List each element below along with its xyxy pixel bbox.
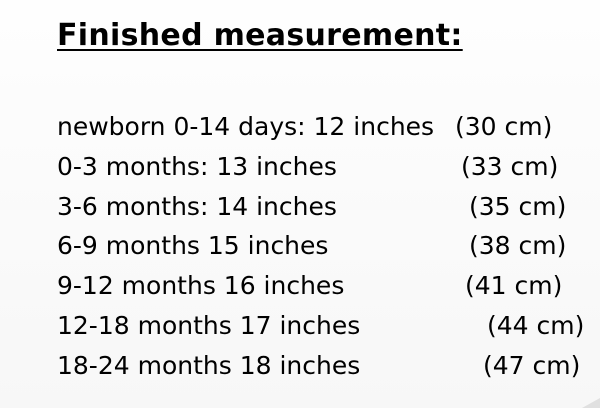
size-label: 12-18 months 17 inches [57,311,361,340]
metric-value: (47 cm) [483,351,581,380]
list-item: 9-12 months 16 inches (41 cm) [57,271,577,301]
metric-value: (33 cm) [461,152,559,181]
size-label: newborn 0-14 days: 12 inches [57,112,435,141]
list-item: 18-24 months 18 inches (47 cm) [57,351,592,381]
size-label: 6-9 months 15 inches [57,231,329,260]
metric-value: (41 cm) [465,271,563,300]
size-label: 0-3 months: 13 inches [57,152,337,181]
page-title: Finished measurement: [57,18,463,53]
metric-value: (38 cm) [469,231,567,260]
list-item: newborn 0-14 days: 12 inches (30 cm) [57,112,577,142]
metric-value: (44 cm) [487,311,585,340]
page-corner-decoration [582,398,600,408]
list-item: 0-3 months: 13 inches (33 cm) [57,152,577,182]
metric-value: (30 cm) [455,112,553,141]
size-label: 3-6 months: 14 inches [57,192,337,221]
size-label: 18-24 months 18 inches [57,351,361,380]
metric-value: (35 cm) [469,192,567,221]
list-item: 6-9 months 15 inches (38 cm) [57,231,577,261]
list-item: 3-6 months: 14 inches (35 cm) [57,192,577,222]
list-item: 12-18 months 17 inches (44 cm) [57,311,592,341]
size-label: 9-12 months 16 inches [57,271,345,300]
